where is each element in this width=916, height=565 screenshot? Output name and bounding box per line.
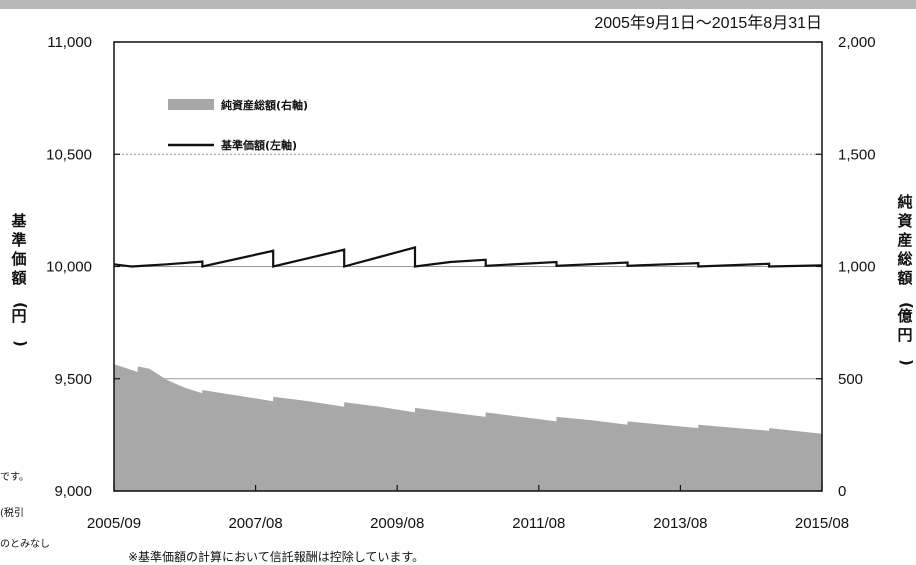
right-axis-label: 純資産総額(億円) [896,193,915,366]
left-tick-label: 10,000 [46,259,92,276]
left-axis-ticks: 11,000 10,500 10,000 9,500 9,000 [46,34,120,500]
x-tick-label: 2009/08 [370,515,424,532]
x-tick-label: 2013/08 [653,515,707,532]
period-label: 2005年9月1日～2015年8月31日 [594,14,822,32]
left-tick-label: 11,000 [47,34,92,51]
line-layer [113,245,823,268]
side-text-line-3: のとみなし [0,538,50,550]
series-area-net-assets [114,364,822,491]
x-tick-label: 2005/09 [87,515,141,532]
x-tick-label: 2007/08 [228,515,282,532]
side-text-line-1: です。 [0,471,29,483]
side-text-line-2: (税引 [0,506,24,519]
right-label-text: 純資産総額(億円) [896,193,915,366]
legend-swatch-area [168,99,214,110]
left-axis-label: 基準価額(円) [10,212,29,347]
x-axis-ticks: 2005/09 2007/08 2009/08 2011/08 2013/08 2015/… [87,485,849,532]
area-layer [114,364,822,491]
legend-label-area: 純資産総額(右軸) [221,98,308,112]
series-line-nav [113,245,823,268]
side-text: です。 (税引 のとみなし [0,471,50,550]
right-tick-label: 0 [838,483,846,500]
footnote: ※基準価額の計算において信託報酬は控除しています。 [128,549,424,564]
left-tick-label: 10,500 [46,146,92,163]
right-tick-label: 1,000 [838,259,876,276]
legend: 純資産総額(右軸) 基準価額(左軸) [168,98,308,152]
legend-label-line: 基準価額(左軸) [220,138,297,152]
top-band [0,0,916,9]
left-tick-label: 9,500 [54,371,92,388]
left-label-text: 基準価額(円) [10,212,29,347]
left-tick-label: 9,000 [54,483,92,500]
right-axis-ticks: 2,000 1,500 1,000 500 0 [816,34,876,500]
right-tick-label: 1,500 [838,146,876,163]
right-tick-label: 500 [838,371,863,388]
right-tick-label: 2,000 [838,34,876,51]
x-tick-label: 2015/08 [795,515,849,532]
x-tick-label: 2011/08 [512,515,565,532]
